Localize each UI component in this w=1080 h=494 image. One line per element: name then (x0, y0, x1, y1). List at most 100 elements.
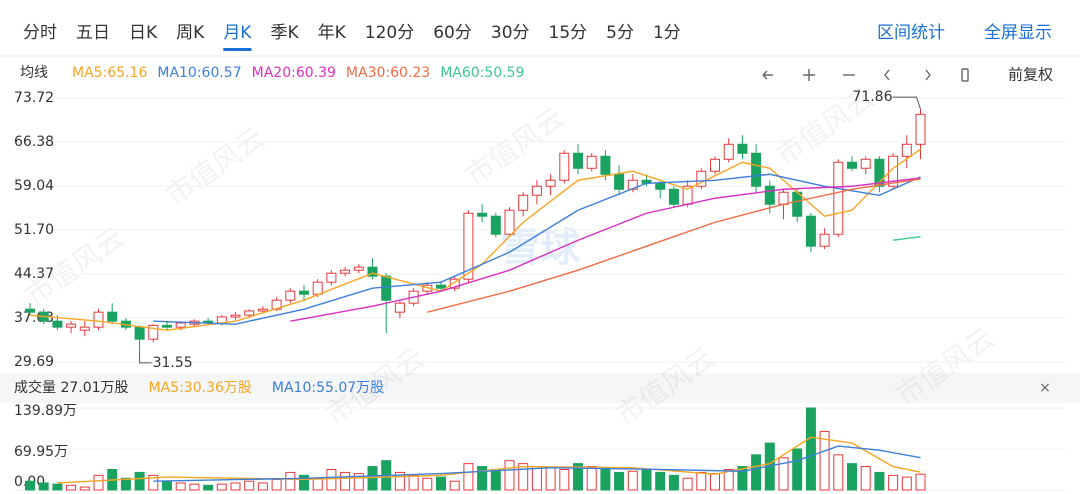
volume-bar (408, 474, 419, 491)
volume-bar (723, 468, 734, 491)
volume-bar (52, 483, 63, 491)
volume-bar (915, 473, 926, 491)
ma-legend: MA5:65.16 (72, 65, 147, 81)
volume-bar (847, 463, 857, 491)
ma-legend: MA20:60.39 (252, 65, 336, 81)
tab[interactable]: 五日 (76, 23, 110, 43)
candle-body (586, 155, 597, 169)
tab[interactable]: 30分 (491, 23, 530, 43)
candle-body (312, 281, 323, 295)
volume-bar (189, 483, 200, 491)
candle-body (25, 308, 35, 313)
candle-body (860, 158, 871, 169)
candle-body (901, 143, 912, 157)
volume-bar (340, 471, 351, 491)
volume-bar (477, 466, 488, 491)
y-tick-label: 29.69 (14, 354, 54, 370)
volume-bar (367, 466, 378, 491)
tab[interactable]: 年K (318, 23, 347, 43)
ma-legend: MA60:50.59 (440, 65, 524, 81)
volume-bar (627, 470, 638, 491)
tab[interactable]: 15分 (549, 23, 588, 43)
volume-bar (312, 477, 323, 491)
candle-body (531, 185, 542, 196)
volume-bar (285, 471, 296, 491)
candle-body (353, 266, 364, 271)
tab[interactable]: 月K (223, 23, 252, 43)
tab-bar: 分时 五日 日K 周K 月K 季K 年K 120分 60分 30分 15分 5分 1分 区间统计 全屏显示 (23, 23, 1052, 51)
volume-bar (573, 463, 583, 491)
candle-body (655, 182, 666, 190)
candle-body (710, 158, 720, 172)
volume-bar (600, 468, 611, 491)
candle-body (148, 324, 159, 340)
candle-body (490, 215, 501, 235)
volume-bar (586, 466, 597, 491)
volume-bar (737, 466, 748, 491)
candle-icon[interactable] (961, 68, 969, 82)
active-tab-underline (223, 48, 252, 51)
tab[interactable]: 5分 (606, 23, 634, 43)
next-icon[interactable] (925, 69, 931, 81)
tab[interactable]: 周K (176, 23, 205, 43)
ma-legend: MA10:60.57 (157, 65, 241, 81)
tab[interactable]: 分时 (23, 23, 57, 43)
candle-body (778, 191, 789, 205)
tab[interactable]: 日K (129, 23, 158, 43)
y-tick-label: 139.89万 (14, 403, 77, 419)
ma-line (893, 235, 921, 241)
prev-icon[interactable] (884, 69, 890, 81)
candle-body (66, 323, 77, 328)
volume-bar (641, 468, 652, 491)
candle-body (668, 188, 679, 205)
volume-bar (271, 478, 282, 491)
volume-bar (120, 477, 131, 491)
tab[interactable]: 120分 (365, 23, 414, 43)
candle-body (915, 113, 926, 145)
volume-bar (888, 474, 899, 491)
reset-icon[interactable] (762, 70, 773, 80)
ma-line (427, 178, 921, 313)
annotation-leader (892, 96, 921, 110)
candle-body (614, 173, 625, 190)
volume-bar (559, 468, 570, 491)
y-tick-label: 44.37 (14, 266, 54, 282)
adjust-button[interactable]: 前复权 (1008, 66, 1053, 84)
volume-legend: MA5:30.36万股 (149, 380, 252, 396)
candle-body (107, 311, 118, 322)
candle-body (299, 290, 309, 295)
volume-bar (778, 457, 789, 491)
candle-body (244, 310, 255, 316)
y-tick-label: 51.70 (14, 222, 54, 238)
candle-body (504, 209, 515, 235)
candle-body (723, 143, 734, 160)
y-tick-label: 69.95万 (14, 444, 68, 460)
close-button[interactable]: × (1039, 380, 1051, 396)
candle-body (257, 308, 268, 312)
zoom-in-icon[interactable] (803, 69, 815, 81)
tab[interactable]: 季K (270, 23, 299, 43)
action-button[interactable]: 区间统计 (877, 23, 945, 43)
volume-bar (874, 471, 885, 491)
annotation: 71.86 (852, 89, 892, 105)
candle-body (805, 215, 816, 247)
tab[interactable]: 1分 (653, 23, 681, 43)
candle-body (340, 269, 351, 274)
tab[interactable]: 60分 (433, 23, 472, 43)
candle-body (93, 311, 104, 328)
ma-line (153, 173, 921, 325)
volume-bar (436, 476, 446, 491)
candle-body (737, 143, 748, 154)
candle-body (134, 326, 145, 340)
volume-bar (751, 454, 762, 491)
candle-body (751, 152, 762, 187)
candle-body (696, 170, 707, 187)
plot: 73.7266.3859.0451.7044.3737.0329.69MA5:6… (14, 65, 1065, 491)
candle-body (79, 326, 90, 331)
volume-bar (833, 454, 844, 491)
action-button[interactable]: 全屏显示 (984, 23, 1052, 43)
candle-body (367, 266, 378, 277)
volume-bar (25, 480, 35, 491)
candle-body (381, 275, 392, 301)
